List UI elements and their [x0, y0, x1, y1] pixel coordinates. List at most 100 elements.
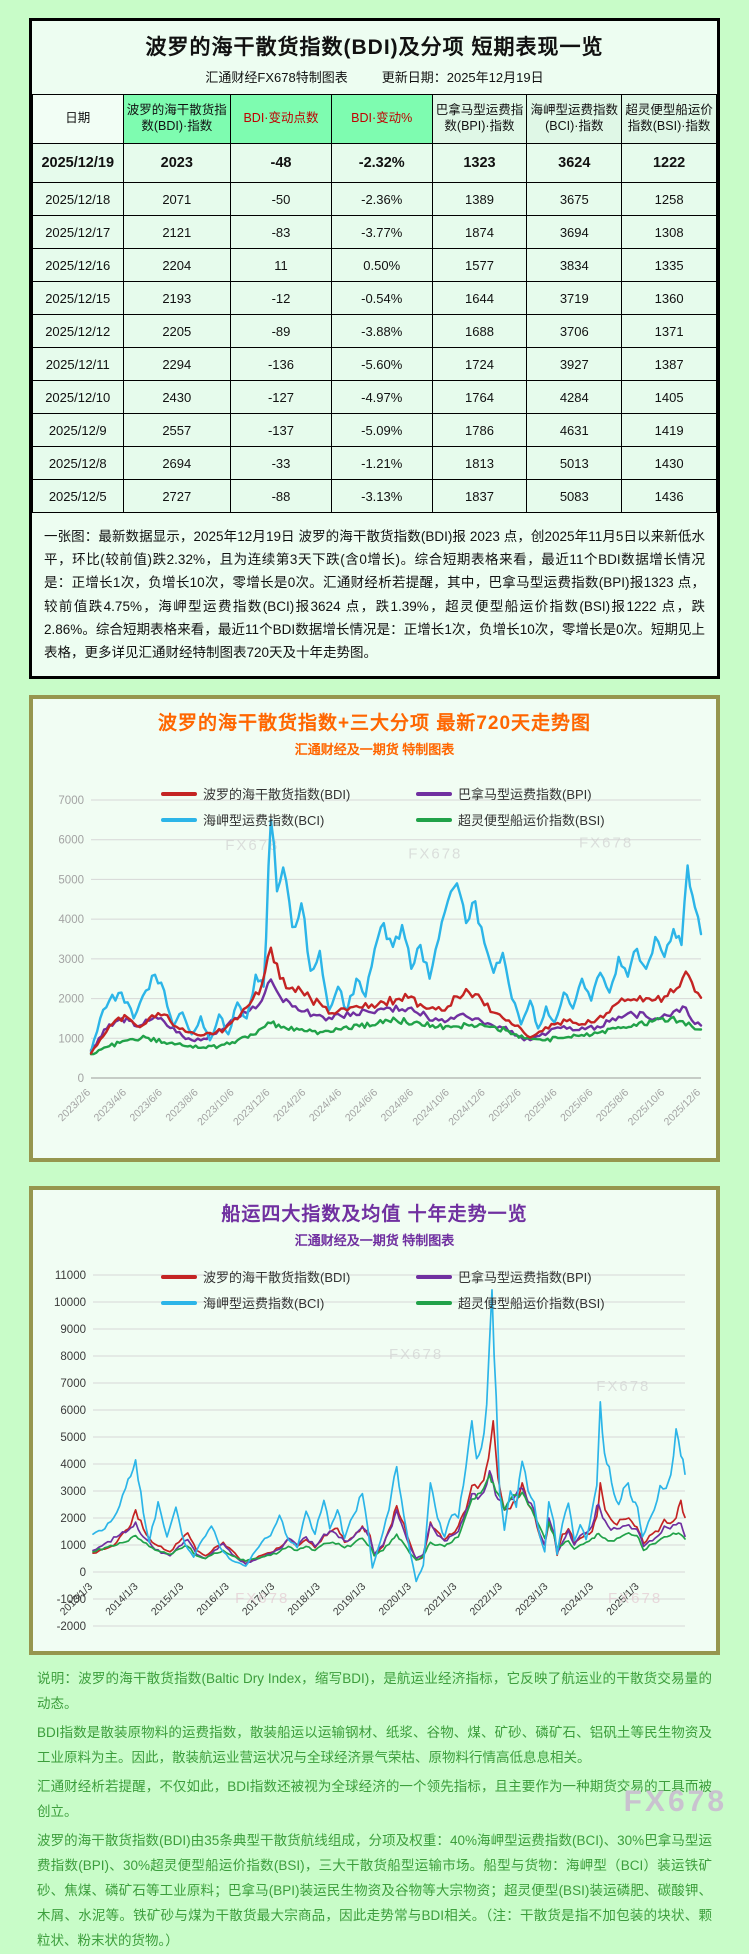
- legend-item: 海岬型运费指数(BCI): [161, 810, 416, 829]
- table-row: 2025/12/5 2727 -88 -3.13% 1837 5083 1436: [32, 479, 717, 513]
- footer-paragraph: 波罗的海干散货指数(BDI)由35条典型干散货航线组成，分项及权重：40%海岬型…: [37, 1833, 712, 1948]
- value-cell: 0.50%: [330, 248, 433, 282]
- series-line: [89, 946, 703, 1055]
- y-tick-label: 3000: [60, 1486, 86, 1498]
- value-cell: 2023: [122, 143, 232, 183]
- page-title: 波罗的海干散货指数(BDI)及分项 短期表现一览: [145, 36, 604, 59]
- chart-10y-body: 波罗的海干散货指数(BDI) 巴拿马型运费指数(BPI) 海岬型运费指数(BCI) 超…: [33, 1251, 716, 1651]
- value-cell: -2.32%: [330, 143, 433, 183]
- chart-10y-subtitle: 汇通财经及一期货 特制图表: [294, 1233, 455, 1249]
- value-cell: 4631: [526, 413, 623, 447]
- value-cell: 3706: [526, 314, 623, 348]
- value-cell: 1430: [621, 446, 717, 480]
- y-tick-label: 1000: [58, 1034, 84, 1046]
- date-cell: 2025/12/8: [32, 446, 124, 480]
- value-cell: 2071: [122, 182, 232, 216]
- date-cell: 2025/12/15: [32, 281, 124, 315]
- x-tick-label: 2023/6/6: [128, 1087, 165, 1124]
- value-cell: 2294: [122, 347, 232, 381]
- y-tick-label: 5000: [58, 875, 84, 887]
- value-cell: 1577: [431, 248, 528, 282]
- value-cell: -3.13%: [330, 479, 433, 513]
- legend-label: 波罗的海干散货指数(BDI): [203, 787, 351, 803]
- fx678-watermark: FX678: [596, 1378, 650, 1395]
- y-tick-label: 1000: [60, 1540, 86, 1552]
- y-tick-label: 6000: [58, 835, 84, 847]
- value-cell: 1724: [431, 347, 528, 381]
- value-cell: -3.88%: [330, 314, 433, 348]
- x-tick-label: 2023/4/6: [92, 1087, 129, 1124]
- legend-line-swatch: [416, 1300, 452, 1305]
- legend-item: 超灵便型船运价指数(BSI): [416, 1293, 671, 1312]
- value-cell: -2.36%: [330, 182, 433, 216]
- value-cell: -137: [230, 413, 332, 447]
- legend-line-swatch: [161, 1300, 197, 1305]
- value-cell: -3.77%: [330, 215, 433, 249]
- value-cell: 3675: [526, 182, 623, 216]
- value-cell: 1813: [431, 446, 528, 480]
- date-cell: 2025/12/10: [32, 380, 124, 414]
- table-row: 2025/12/8 2694 -33 -1.21% 1813 5013 1430: [32, 446, 717, 480]
- value-cell: 2121: [122, 215, 232, 249]
- value-cell: 1874: [431, 215, 528, 249]
- value-cell: -0.54%: [330, 281, 433, 315]
- x-tick-label: 2025/12/6: [662, 1087, 704, 1129]
- value-cell: 2204: [122, 248, 232, 282]
- value-cell: 5013: [526, 446, 623, 480]
- y-tick-label: 9000: [60, 1324, 86, 1336]
- legend-item: 巴拿马型运费指数(BPI): [416, 1267, 671, 1286]
- x-tick-label: 2025/4/6: [522, 1087, 559, 1124]
- date-cell: 2025/12/19: [32, 143, 124, 183]
- column-header: 波罗的海干散货指数(BDI)·指数: [122, 94, 232, 144]
- value-cell: 3719: [526, 281, 623, 315]
- y-tick-label: -1000: [57, 1594, 86, 1606]
- legend-item: 波罗的海干散货指数(BDI): [161, 1267, 416, 1286]
- value-cell: 3834: [526, 248, 623, 282]
- y-tick-label: 8000: [60, 1351, 86, 1363]
- legend-label: 海岬型运费指数(BCI): [203, 813, 325, 829]
- value-cell: -89: [230, 314, 332, 348]
- series-line: [89, 1016, 703, 1056]
- x-tick-label: 2023/12/6: [231, 1087, 273, 1129]
- column-header: BDI·变动点数: [230, 94, 332, 144]
- value-cell: -1.21%: [330, 446, 433, 480]
- value-cell: -50: [230, 182, 332, 216]
- legend-line-swatch: [416, 791, 452, 796]
- value-cell: 11: [230, 248, 332, 282]
- value-cell: -12: [230, 281, 332, 315]
- y-tick-label: 7000: [58, 795, 84, 807]
- legend-label: 巴拿马型运费指数(BPI): [458, 1270, 592, 1286]
- legend-label: 波罗的海干散货指数(BDI): [203, 1270, 351, 1286]
- date-cell: 2025/12/12: [32, 314, 124, 348]
- y-tick-label: 4000: [60, 1459, 86, 1471]
- column-header: 日期: [32, 94, 124, 144]
- value-cell: 5083: [526, 479, 623, 513]
- legend-item: 巴拿马型运费指数(BPI): [416, 784, 671, 803]
- legend-line-swatch: [416, 817, 452, 822]
- chart-720-body: 波罗的海干散货指数(BDI) 巴拿马型运费指数(BPI) 海岬型运费指数(BCI) 超…: [33, 760, 716, 1158]
- value-cell: 1335: [621, 248, 717, 282]
- value-cell: 1786: [431, 413, 528, 447]
- value-cell: 1308: [621, 215, 717, 249]
- fx678-watermark: FX678: [408, 846, 462, 863]
- column-header: 超灵便型船运价指数(BSI)·指数: [621, 94, 717, 144]
- report-source: 汇通财经FX678特制图表: [205, 70, 348, 85]
- value-cell: 2694: [122, 446, 232, 480]
- date-cell: 2025/12/16: [32, 248, 124, 282]
- legend-line-swatch: [416, 1274, 452, 1279]
- x-tick-label: 2023/2/6: [56, 1087, 93, 1124]
- legend-label: 巴拿马型运费指数(BPI): [458, 787, 592, 803]
- value-cell: -5.09%: [330, 413, 433, 447]
- value-cell: 1360: [621, 281, 717, 315]
- x-tick-label: 2023/10/6: [195, 1087, 237, 1129]
- legend-item: 波罗的海干散货指数(BDI): [161, 784, 416, 803]
- series-line: [89, 819, 703, 1054]
- value-cell: 3927: [526, 347, 623, 381]
- table-row: 2025/12/15 2193 -12 -0.54% 1644 3719 1360: [32, 281, 717, 315]
- value-cell: -88: [230, 479, 332, 513]
- y-tick-label: 0: [78, 1073, 84, 1085]
- legend-label: 超灵便型船运价指数(BSI): [458, 1296, 605, 1312]
- legend-label: 超灵便型船运价指数(BSI): [458, 813, 605, 829]
- value-cell: 3624: [526, 143, 623, 183]
- x-tick-label: 2024/4/6: [307, 1087, 344, 1124]
